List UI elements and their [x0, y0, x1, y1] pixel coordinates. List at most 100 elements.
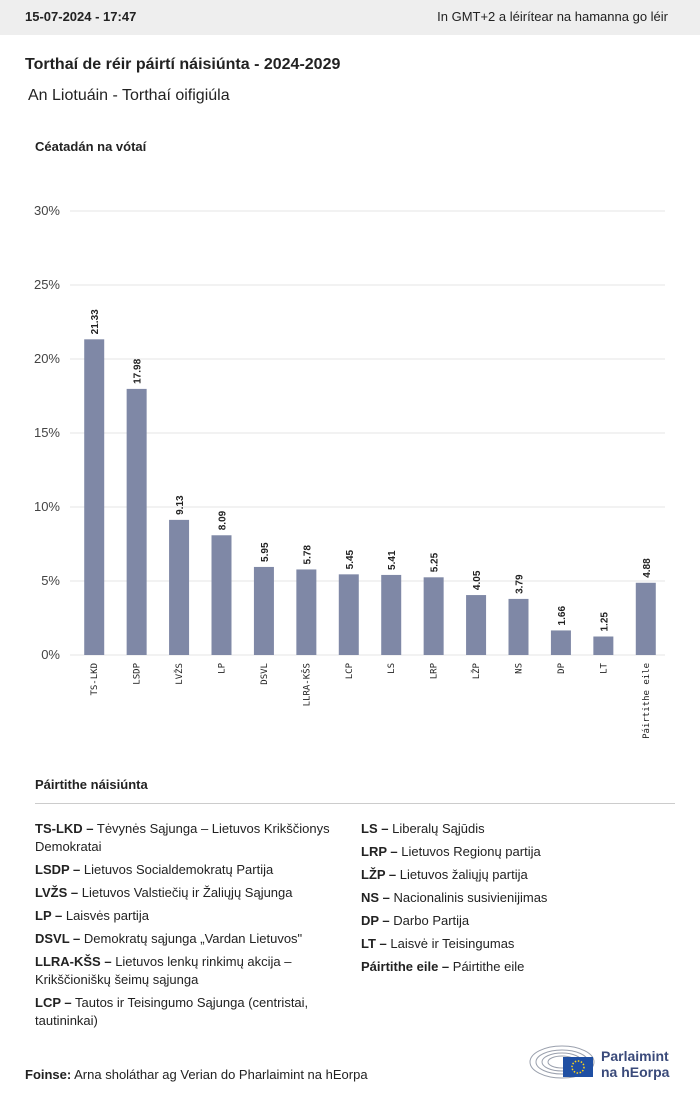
x-tick-label: DSVL: [260, 663, 270, 685]
value-label: 17.98: [133, 358, 144, 383]
value-label: 8.09: [218, 510, 229, 530]
legend-key: DP –: [361, 913, 390, 928]
x-tick-label: LŽP: [470, 662, 482, 679]
bar: [126, 388, 147, 655]
legend-key: TS-LKD –: [35, 821, 94, 836]
y-tick-label: 5%: [41, 573, 60, 588]
legend-key: DSVL –: [35, 931, 81, 946]
bar: [84, 339, 105, 655]
value-label: 5.45: [345, 549, 356, 569]
x-tick-label: LT: [599, 662, 609, 673]
legend-name: Demokratų sąjunga „Vardan Lietuvos": [83, 931, 303, 946]
bar: [593, 636, 614, 655]
legend-key: LVŽS –: [35, 885, 79, 900]
value-label: 1.25: [599, 612, 610, 632]
legend-name: Laisvės partija: [65, 908, 149, 923]
value-label: 4.05: [472, 570, 483, 590]
legend-entry: DP – Darbo Partija: [361, 912, 671, 930]
legend-name: Lietuvos lenkų rinkimų akcija – Krikščio…: [35, 954, 292, 987]
legend-entry: LŽP – Lietuvos žaliųjų partija: [361, 866, 671, 884]
y-tick-label: 20%: [34, 351, 60, 366]
legend-name: Páirtithe eile: [452, 959, 525, 974]
legend-key: LCP –: [35, 995, 72, 1010]
bar: [296, 569, 317, 655]
y-tick-label: 15%: [34, 425, 60, 440]
y-tick-label: 25%: [34, 277, 60, 292]
x-tick-label: LLRA-KŠS: [300, 663, 312, 706]
legend-name: Tėvynės Sąjunga – Lietuvos Krikščionys D…: [35, 821, 330, 854]
legend-name: Liberalų Sąjūdis: [392, 821, 485, 836]
x-tick-label: LCP: [345, 662, 355, 679]
bar: [169, 519, 190, 655]
top-bar: [0, 0, 700, 35]
legend-name: Nacionalinis susivienijimas: [393, 890, 548, 905]
legend-entry: LLRA-KŠS – Lietuvos lenkų rinkimų akcija…: [35, 953, 350, 989]
bar: [253, 566, 274, 655]
legend-entry: NS – Nacionalinis susivienijimas: [361, 889, 671, 907]
timezone-note: In GMT+2 a léirítear na hamanna go léir: [437, 9, 668, 24]
value-label: 3.79: [515, 574, 526, 594]
legend-key: LT –: [361, 936, 387, 951]
bar: [466, 595, 487, 655]
x-tick-label: LRP: [430, 662, 440, 679]
logo-icon: [529, 1045, 595, 1079]
legend-name: Lietuvos Socialdemokratų Partija: [83, 862, 274, 877]
legend-entry: LVŽS – Lietuvos Valstiečių ir Žaliųjų Są…: [35, 884, 350, 902]
value-label: 5.78: [302, 545, 313, 565]
legend-name: Lietuvos Valstiečių ir Žaliųjų Sąjunga: [81, 885, 293, 900]
legend-key: LŽP –: [361, 867, 397, 882]
y-tick-label: 10%: [34, 499, 60, 514]
chart-title: Torthaí de réir páirtí náisiúnta - 2024-…: [25, 56, 341, 73]
source-label: Foinse:: [25, 1067, 72, 1082]
legend-key: LSDP –: [35, 862, 81, 877]
legend-name: Darbo Partija: [393, 913, 470, 928]
x-tick-label: LSDP: [133, 662, 143, 684]
legend-column: LS – Liberalų Sąjūdis LRP – Lietuvos Regi…: [361, 820, 671, 981]
y-tick-label: 30%: [34, 203, 60, 218]
legend-key: LLRA-KŠS –: [35, 954, 112, 969]
legend-entry: LCP – Tautos ir Teisingumo Sąjunga (cent…: [35, 994, 350, 1030]
bar: [381, 574, 402, 655]
x-tick-label: LP: [218, 662, 228, 673]
logo-line: na hEorpa: [601, 1064, 670, 1080]
legend-entry: TS-LKD – Tėvynės Sąjunga – Lietuvos Krik…: [35, 820, 350, 856]
logo-text: Parlaimint na hEorpa: [601, 1048, 669, 1080]
bar: [211, 535, 232, 655]
legend-entry: LT – Laisvė ir Teisingumas: [361, 935, 671, 953]
x-tick-label: DP: [557, 662, 567, 673]
bar: [338, 574, 359, 655]
x-tick-label: LVŽS: [173, 663, 185, 685]
legend-entry: LS – Liberalų Sąjūdis: [361, 820, 671, 838]
legend-name: Tautos ir Teisingumo Sąjunga (centristai…: [35, 995, 309, 1028]
value-label: 5.95: [260, 542, 271, 562]
source: Foinse: Arna sholáthar ag Verian do Phar…: [25, 1067, 368, 1082]
bar: [423, 577, 444, 655]
legend-key: LRP –: [361, 844, 398, 859]
value-label: 4.88: [642, 558, 653, 578]
legend-key: NS –: [361, 890, 390, 905]
value-label: 5.25: [430, 552, 441, 572]
legend-entry: LRP – Lietuvos Regionų partija: [361, 843, 671, 861]
value-label: 5.41: [387, 550, 398, 570]
y-tick-label: 0%: [41, 647, 60, 662]
y-axis-title: Céatadán na vótaí: [35, 139, 147, 154]
legend-name: Lietuvos žaliųjų partija: [399, 867, 528, 882]
legend-entry: DSVL – Demokratų sąjunga „Vardan Lietuvo…: [35, 930, 350, 948]
legend-name: Lietuvos Regionų partija: [401, 844, 541, 859]
legend-key: LP –: [35, 908, 63, 923]
chart: 0%5%10%15%20%25%30%TS-LKD21.33LSDP17.98L…: [34, 203, 665, 739]
value-label: 9.13: [175, 495, 186, 515]
value-label: 1.66: [557, 606, 568, 626]
legend-entry: LP – Laisvės partija: [35, 907, 350, 925]
source-text: Arna sholáthar ag Verian do Pharlaimint …: [74, 1067, 368, 1082]
x-tick-label: TS-LKD: [90, 663, 100, 696]
bar: [508, 598, 529, 655]
legend-entry: Páirtithe eile – Páirtithe eile: [361, 958, 671, 976]
legend-column: TS-LKD – Tėvynės Sąjunga – Lietuvos Krik…: [35, 820, 350, 1035]
x-tick-label: Páirtithe eile: [642, 663, 652, 739]
timestamp: 15-07-2024 - 17:47: [25, 9, 137, 24]
legend-title: Páirtithe náisiúnta: [35, 777, 148, 792]
x-tick-label: NS: [515, 663, 525, 674]
logo-line: Parlaimint: [601, 1048, 669, 1064]
